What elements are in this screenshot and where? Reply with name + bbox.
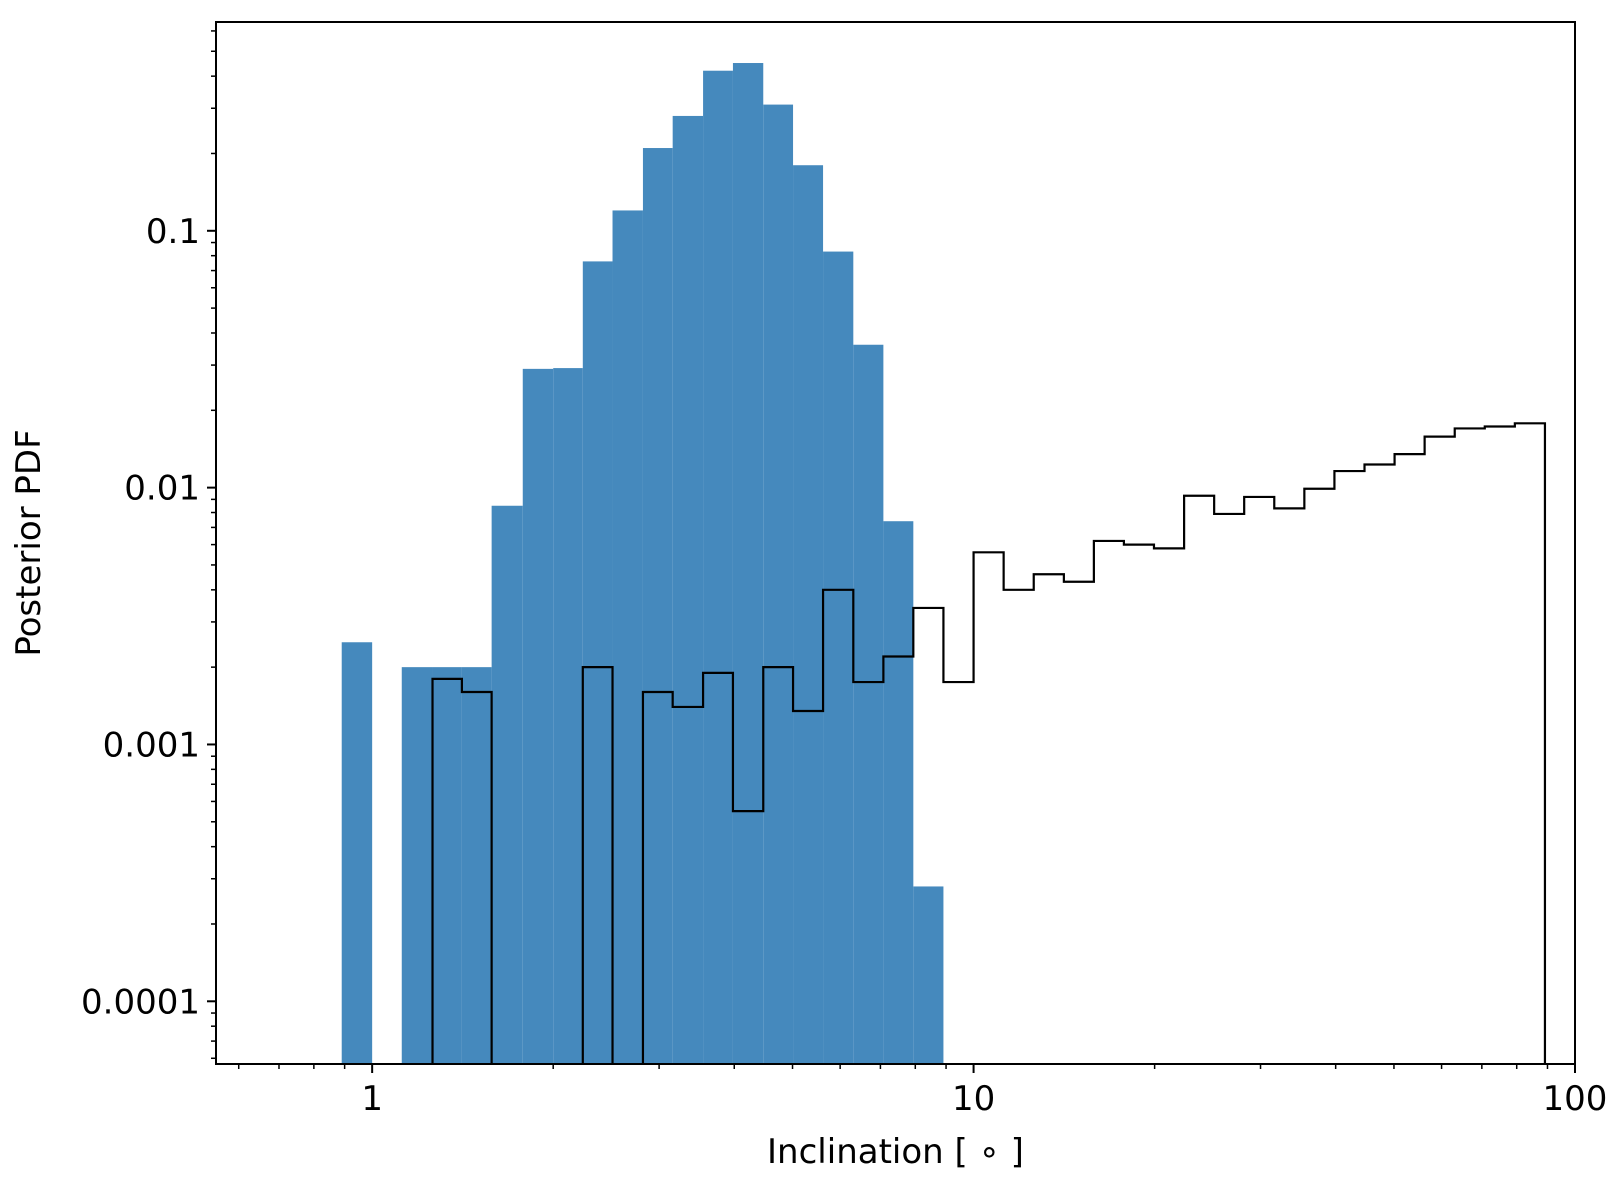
histogram-bar (732, 63, 764, 1064)
y-tick-label: 0.1 (146, 212, 200, 252)
step-histogram-segment (431, 677, 493, 1064)
histogram-bar (341, 642, 373, 1064)
histogram-bar (672, 115, 704, 1065)
histogram-bar (883, 521, 914, 1064)
histogram-bar (401, 667, 433, 1064)
y-tick-label: 0.001 (103, 725, 200, 765)
y-axis-label: Posterior PDF (9, 429, 49, 656)
histogram-bar (763, 104, 794, 1065)
histogram-bar (913, 886, 944, 1064)
plot-frame (215, 21, 1576, 1065)
histogram-bar (582, 261, 613, 1064)
histogram-bar (642, 148, 673, 1064)
histogram-bar (703, 70, 733, 1064)
x-tick-label: 100 (1543, 1079, 1608, 1119)
step-histogram-segment (641, 422, 1547, 1064)
x-tick-label: 1 (361, 1079, 383, 1119)
y-tick-label: 0.01 (124, 469, 200, 509)
step-histogram (431, 422, 1547, 1064)
filled-histogram (341, 63, 944, 1065)
histogram-bar (823, 251, 854, 1064)
x-axis-label: Inclination [ ∘ ] (767, 1132, 1024, 1172)
step-histogram-segment (581, 666, 614, 1064)
x-axis: 1 10 100 (237, 1064, 1608, 1119)
histogram-bar (793, 165, 824, 1064)
y-tick-label: 0.0001 (81, 982, 200, 1022)
histogram-bar (612, 210, 643, 1065)
histogram-bar (522, 368, 554, 1064)
histogram-bar (853, 344, 884, 1065)
histogram-bar (461, 667, 492, 1064)
histogram-bar (553, 368, 583, 1064)
histogram-bar (491, 505, 523, 1064)
histogram-bar (432, 667, 462, 1064)
x-tick-label: 10 (952, 1079, 995, 1119)
y-axis: 0.0001 0.001 0.01 0.1 (81, 30, 216, 1060)
